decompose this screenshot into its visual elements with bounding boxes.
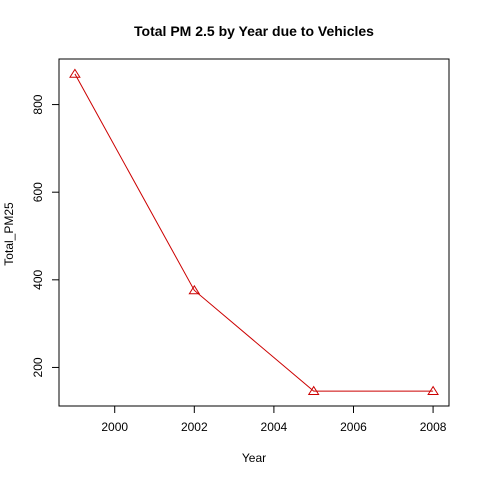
x-tick-label-2006: 2006 [340,420,367,434]
data-point-2008 [427,385,439,395]
x-tick-label-2000: 2000 [101,420,128,434]
y-tick-label-400: 400 [31,269,45,289]
series-layer [69,68,439,395]
y-tick-label-600: 600 [31,182,45,202]
x-axis-label: Year [242,451,266,465]
plot-box [58,58,450,407]
y-axis-label: Total_PM25 [2,202,16,266]
x-tick-label-2004: 2004 [261,420,288,434]
data-point-2002 [188,284,201,295]
x-tick-label-2002: 2002 [181,420,208,434]
y-tick-label-800: 800 [31,94,45,114]
y-tick-label-200: 200 [31,357,45,377]
data-point-2005 [307,385,320,395]
y-axis: 200 400 600 800 [31,94,60,377]
x-axis: 2000 2002 2004 2006 2008 [101,405,447,434]
chart-title: Total PM 2.5 by Year due to Vehicles [134,23,374,39]
data-point-1999 [69,68,81,78]
x-tick-label-2008: 2008 [420,420,447,434]
series-line-0 [74,73,434,392]
